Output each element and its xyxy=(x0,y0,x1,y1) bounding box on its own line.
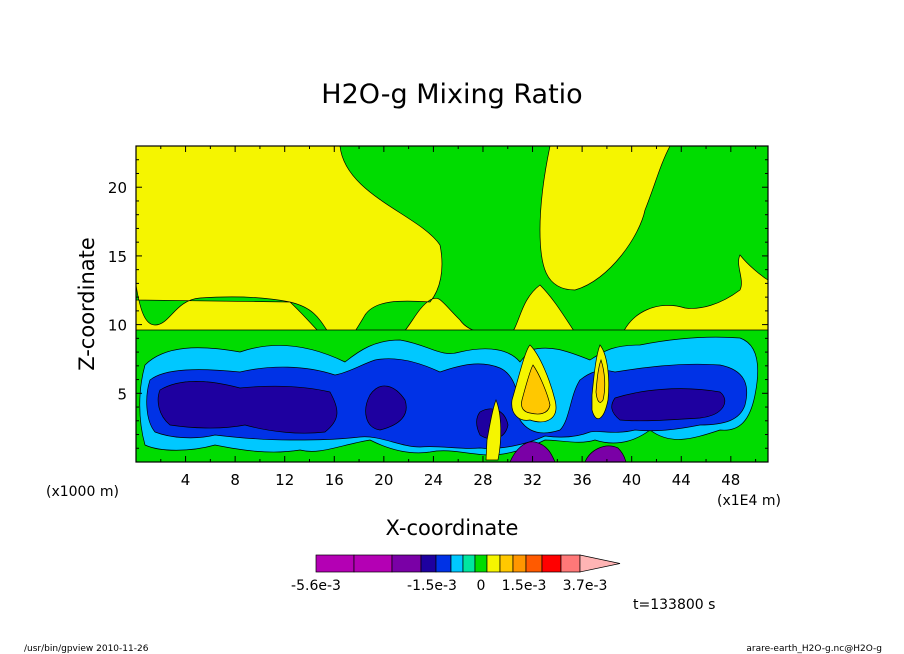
colorbar-segment xyxy=(450,554,464,573)
colorbar-label: -5.6e-3 xyxy=(291,578,341,594)
contour-plume-2b xyxy=(595,358,606,403)
colorbar-segment xyxy=(353,554,393,573)
y-tick-label: 15 xyxy=(108,248,127,266)
chart-title: H2O-g Mixing Ratio xyxy=(321,79,582,110)
y-tick-label: 20 xyxy=(108,179,127,197)
y-tick-label: 5 xyxy=(117,385,127,403)
plot-frame xyxy=(135,145,769,463)
colorbar-segment xyxy=(541,554,562,573)
x-tick-label: 48 xyxy=(721,471,740,489)
colorbar-segment xyxy=(435,554,452,573)
x-tick-label: 36 xyxy=(573,471,592,489)
contour-purple xyxy=(509,441,627,462)
colorbar-label: -1.5e-3 xyxy=(407,578,457,594)
time-label: t=133800 s xyxy=(633,597,715,613)
colorbar-segment xyxy=(391,554,422,573)
colorbar xyxy=(315,554,621,573)
colorbar-segment xyxy=(420,554,437,573)
x-axis-label: X-coordinate xyxy=(386,516,519,540)
colorbar-label: 1.5e-3 xyxy=(502,578,547,594)
colorbar-label: 3.7e-3 xyxy=(563,578,608,594)
x-tick-label: 28 xyxy=(473,471,492,489)
x-unit-left: (x1000 m) xyxy=(46,484,119,500)
contour-plume-1b xyxy=(521,364,551,415)
footer-left: /usr/bin/gpview 2010-11-26 xyxy=(24,644,149,654)
x-tick-label: 8 xyxy=(230,471,240,489)
x-tick-label: 44 xyxy=(672,471,691,489)
colorbar-segment xyxy=(499,554,514,573)
x-tick-label: 12 xyxy=(275,471,294,489)
x-tick-label: 32 xyxy=(523,471,542,489)
x-tick-label: 40 xyxy=(622,471,641,489)
colorbar-segment xyxy=(474,554,488,573)
contour-field xyxy=(136,146,768,462)
x-axis: 4 8 12 16 20 24 28 32 36 40 44 48 xyxy=(160,146,757,489)
colorbar-segment xyxy=(560,554,581,573)
x-unit-right: (x1E4 m) xyxy=(717,493,781,509)
colorbar-label: 0 xyxy=(477,578,486,594)
x-tick-label: 16 xyxy=(325,471,344,489)
colorbar-segment xyxy=(512,554,527,573)
colorbar-labels: -5.6e-3 -1.5e-3 0 1.5e-3 3.7e-3 xyxy=(291,578,607,594)
contour-plume-3 xyxy=(485,399,502,461)
x-tick-label: 4 xyxy=(181,471,191,489)
colorbar-segment xyxy=(315,554,355,573)
contour-navy xyxy=(157,381,726,440)
colorbar-segment xyxy=(486,554,501,573)
y-axis: 5 10 15 20 xyxy=(108,159,768,449)
colorbar-arrow xyxy=(579,554,621,573)
footer-right: arare-earth_H2O-g.nc@H2O-g xyxy=(746,644,882,654)
y-axis-label: Z-coordinate xyxy=(75,237,99,371)
colorbar-segment xyxy=(462,554,476,573)
y-tick-label: 10 xyxy=(108,317,127,335)
colorbar-segment xyxy=(525,554,543,573)
x-tick-label: 20 xyxy=(374,471,393,489)
x-tick-label: 24 xyxy=(424,471,443,489)
